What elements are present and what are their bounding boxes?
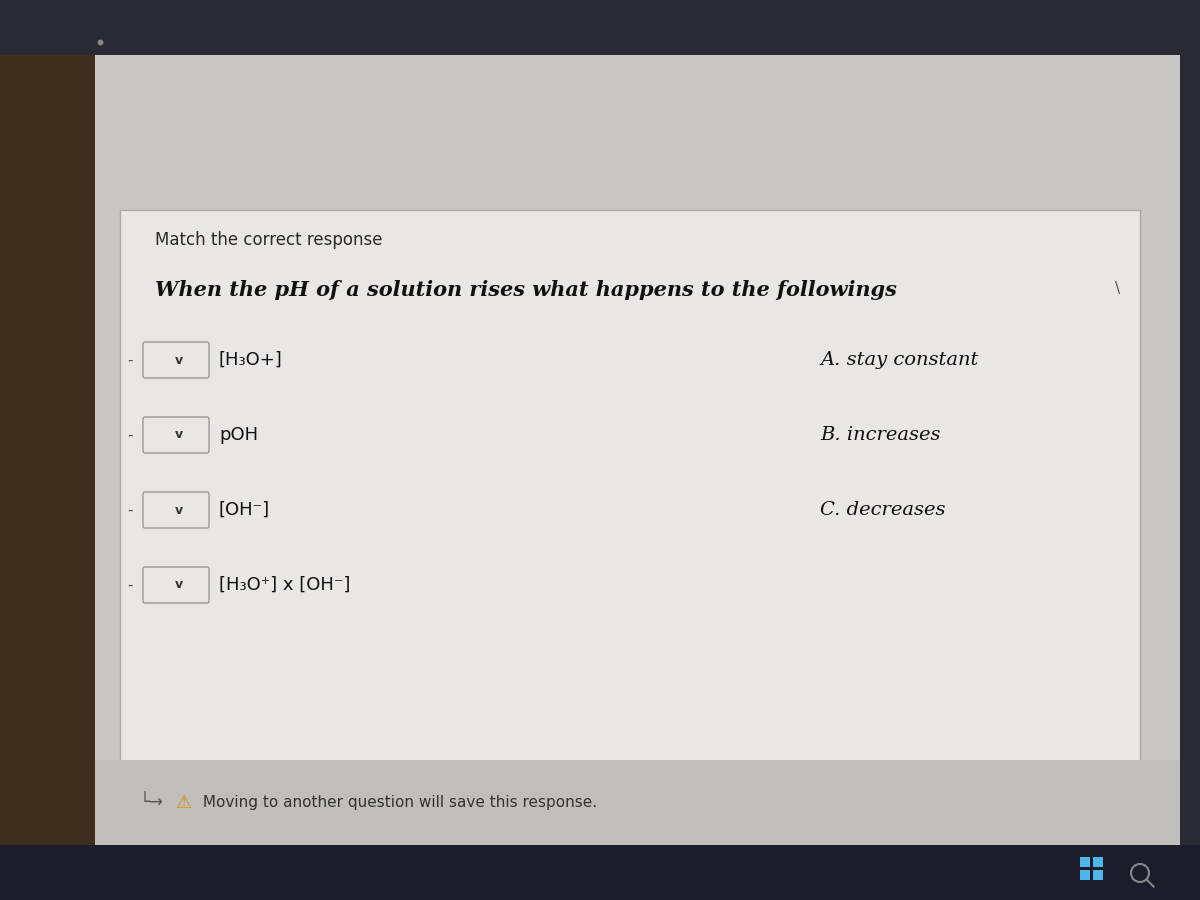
Text: Moving to another question will save this response.: Moving to another question will save thi… bbox=[198, 796, 598, 811]
Text: v: v bbox=[175, 579, 184, 591]
Text: [H₃O⁺] x [OH⁻]: [H₃O⁺] x [OH⁻] bbox=[220, 576, 350, 594]
Bar bbox=[95, 55, 1180, 845]
Bar bbox=[1093, 857, 1103, 867]
Text: B. increases: B. increases bbox=[820, 426, 941, 444]
Bar bbox=[1080, 870, 1090, 880]
Text: ⚠: ⚠ bbox=[175, 794, 191, 812]
FancyBboxPatch shape bbox=[143, 567, 209, 603]
Text: A. stay constant: A. stay constant bbox=[820, 351, 978, 369]
Bar bbox=[0, 0, 1200, 55]
Text: -: - bbox=[127, 578, 133, 592]
Text: -: - bbox=[127, 502, 133, 518]
Text: Match the correct response: Match the correct response bbox=[155, 231, 383, 249]
FancyBboxPatch shape bbox=[120, 210, 1140, 790]
Text: -: - bbox=[127, 353, 133, 367]
Text: C. decreases: C. decreases bbox=[820, 501, 946, 519]
Bar bbox=[0, 55, 95, 845]
Bar bbox=[1093, 870, 1103, 880]
Text: pOH: pOH bbox=[220, 426, 258, 444]
Text: \: \ bbox=[1115, 281, 1120, 295]
Text: -: - bbox=[127, 428, 133, 443]
Bar bbox=[95, 760, 1180, 845]
Text: [OH⁻]: [OH⁻] bbox=[220, 501, 270, 519]
FancyBboxPatch shape bbox=[143, 417, 209, 453]
Bar bbox=[1080, 857, 1090, 867]
Text: [H₃O+]: [H₃O+] bbox=[220, 351, 283, 369]
Text: v: v bbox=[175, 354, 184, 366]
FancyBboxPatch shape bbox=[143, 342, 209, 378]
FancyBboxPatch shape bbox=[143, 492, 209, 528]
Text: v: v bbox=[175, 428, 184, 442]
Text: └→: └→ bbox=[140, 794, 164, 812]
Text: When the pH of a solution rises what happens to the followings: When the pH of a solution rises what hap… bbox=[155, 280, 896, 300]
Text: v: v bbox=[175, 503, 184, 517]
Bar bbox=[0, 845, 1200, 900]
